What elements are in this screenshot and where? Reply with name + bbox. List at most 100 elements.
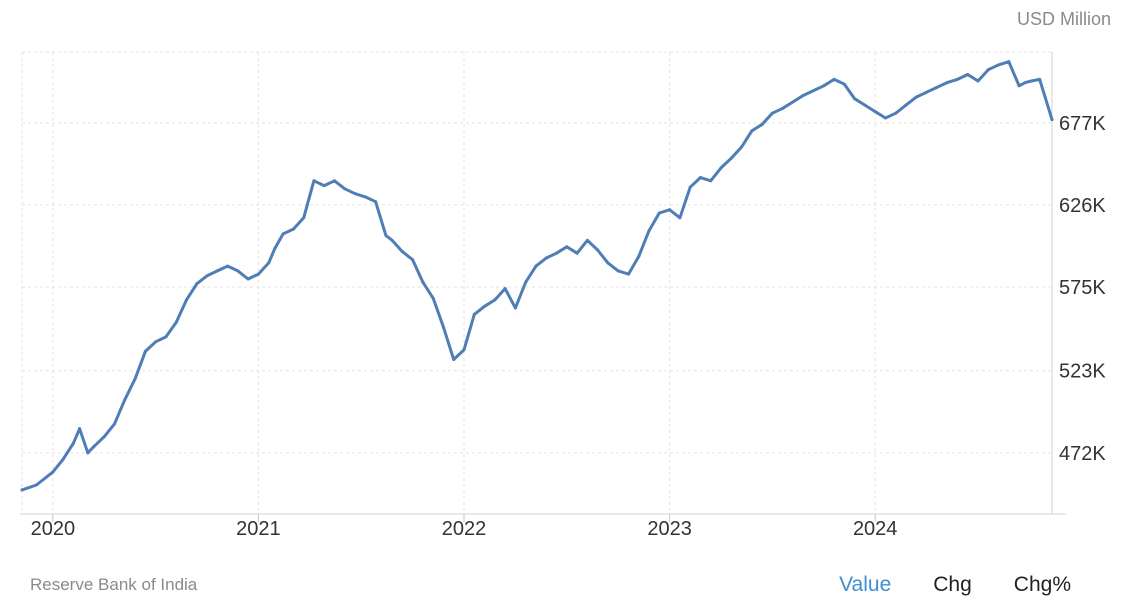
data-point: [544, 256, 548, 260]
chart-axes: [20, 52, 1066, 522]
data-point: [812, 89, 816, 93]
data-point: [400, 250, 404, 254]
data-point: [976, 79, 980, 83]
data-point: [770, 111, 774, 115]
data-point: [678, 216, 682, 220]
data-point: [647, 229, 651, 233]
data-point: [215, 269, 219, 273]
data-point: [113, 422, 117, 426]
data-point: [363, 195, 367, 199]
data-point: [205, 274, 209, 278]
data-point: [729, 156, 733, 160]
data-point: [421, 280, 425, 284]
data-point: [343, 187, 347, 191]
data-point: [281, 232, 285, 236]
data-point: [302, 216, 306, 220]
tab-chg[interactable]: Chg: [933, 573, 972, 596]
y-tick-label: 626K: [1059, 195, 1106, 217]
data-point: [1023, 81, 1027, 85]
data-point: [750, 129, 754, 133]
data-point: [174, 320, 178, 324]
data-point: [322, 184, 326, 188]
data-point: [616, 269, 620, 273]
x-tick-label: 2024: [853, 518, 898, 540]
data-point: [513, 306, 517, 310]
data-point: [873, 110, 877, 114]
data-point: [71, 441, 75, 445]
chart-series: [20, 60, 1054, 492]
data-point: [493, 298, 497, 302]
y-tick-label: 472K: [1059, 443, 1106, 465]
data-point: [92, 444, 96, 448]
data-point: [1029, 79, 1033, 83]
data-point: [925, 90, 929, 94]
data-point: [842, 82, 846, 86]
data-point: [195, 282, 199, 286]
data-point: [143, 349, 147, 353]
data-point: [966, 73, 970, 77]
data-point: [123, 398, 127, 402]
data-point: [154, 340, 158, 344]
x-tick-label: 2020: [31, 518, 76, 540]
tab-chg-pct[interactable]: Chg%: [1013, 573, 1071, 596]
data-point: [462, 348, 466, 352]
tab-value[interactable]: Value: [839, 573, 892, 596]
data-point: [1050, 118, 1054, 122]
chart-grid: [21, 51, 1052, 514]
data-point: [524, 280, 528, 284]
data-point: [657, 211, 661, 215]
data-point: [945, 81, 949, 85]
data-point: [997, 63, 1001, 67]
data-point: [164, 335, 168, 339]
x-tick-label: 2021: [236, 518, 281, 540]
data-point: [740, 145, 744, 149]
data-point: [719, 166, 723, 170]
data-point: [273, 246, 277, 250]
data-point: [914, 95, 918, 99]
data-point: [637, 254, 641, 258]
data-point: [668, 208, 672, 212]
data-point: [863, 103, 867, 107]
data-point: [1038, 77, 1042, 81]
data-point: [246, 277, 250, 281]
data-point: [883, 116, 887, 120]
data-point: [894, 111, 898, 115]
data-point: [596, 248, 600, 252]
data-point: [51, 470, 55, 474]
data-point: [585, 238, 589, 242]
data-point: [374, 200, 378, 204]
data-point: [34, 483, 38, 487]
data-point: [575, 251, 579, 255]
data-point: [102, 435, 106, 439]
data-point: [1017, 84, 1021, 88]
x-tick-label: 2022: [442, 518, 487, 540]
data-point: [709, 179, 713, 183]
data-point: [431, 296, 435, 300]
data-point: [332, 179, 336, 183]
data-point: [184, 298, 188, 302]
y-tick-label: 677K: [1059, 113, 1106, 135]
data-point: [565, 245, 569, 249]
data-point: [441, 325, 445, 329]
view-tabs: Value Chg Chg%: [839, 573, 1071, 597]
data-point: [791, 100, 795, 104]
data-point: [411, 258, 415, 262]
data-point: [503, 287, 507, 291]
data-point: [483, 304, 487, 308]
data-point: [822, 84, 826, 88]
data-point: [688, 185, 692, 189]
data-point: [267, 261, 271, 265]
data-point: [555, 251, 559, 255]
data-point: [312, 179, 316, 183]
x-tick-label: 2023: [647, 518, 692, 540]
data-point: [935, 85, 939, 89]
data-point: [236, 269, 240, 273]
data-point: [781, 106, 785, 110]
data-point: [698, 176, 702, 180]
data-point: [78, 427, 82, 431]
data-point: [226, 264, 230, 268]
data-point: [832, 77, 836, 81]
data-point: [390, 238, 394, 242]
data-point: [20, 488, 24, 492]
